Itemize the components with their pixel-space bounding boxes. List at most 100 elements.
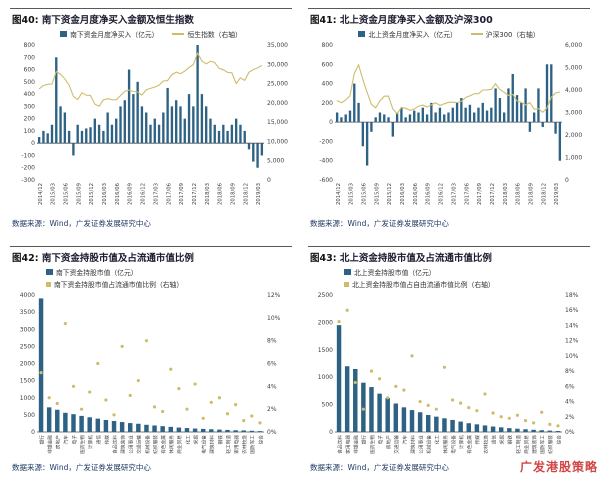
data-source: 数据来源：Wind，广发证券发展研究中心 (310, 463, 449, 472)
svg-text:汽车: 汽车 (401, 435, 408, 445)
svg-text:2014/12: 2014/12 (38, 183, 44, 205)
svg-text:采掘: 采掘 (192, 435, 199, 445)
svg-text:300: 300 (24, 103, 36, 110)
svg-text:2016/03: 2016/03 (400, 183, 406, 205)
svg-text:0: 0 (31, 140, 35, 147)
svg-text:综合: 综合 (555, 435, 562, 445)
svg-text:-400: -400 (319, 158, 333, 165)
svg-text:2,000: 2,000 (565, 132, 582, 139)
svg-text:电气设备: 电气设备 (201, 435, 208, 454)
svg-text:2015/03: 2015/03 (51, 183, 57, 205)
svg-text:机械设备: 机械设备 (426, 435, 433, 454)
svg-text:钢铁: 钢铁 (217, 435, 224, 445)
legend-item: 北上资金月度净买入（亿元） (358, 29, 457, 39)
svg-text:14%: 14% (565, 322, 579, 329)
svg-text:2015/03: 2015/03 (349, 183, 355, 205)
svg-text:2018/12: 2018/12 (541, 183, 547, 205)
svg-text:6%: 6% (565, 383, 575, 390)
svg-text:3,000: 3,000 (565, 110, 582, 117)
figure-label: 图42: (12, 253, 39, 264)
figure-title-row: 图42: 南下资金持股市值及占流通市值比例 (10, 247, 292, 265)
svg-text:有色金属: 有色金属 (466, 435, 473, 454)
svg-text:交通运输: 交通运输 (136, 435, 143, 454)
svg-text:电子: 电子 (377, 435, 384, 445)
legend-item: 南下资金持股市值占流通市值比例（右轴） (46, 279, 183, 289)
svg-text:2019/03: 2019/03 (554, 183, 560, 205)
svg-text:农林牧渔: 农林牧渔 (482, 435, 489, 454)
svg-text:2015/09: 2015/09 (76, 183, 82, 205)
svg-text:汽车: 汽车 (63, 435, 70, 445)
legend-label: 北上资金持股市值（亿元） (354, 269, 436, 277)
svg-text:机械设备: 机械设备 (144, 435, 151, 454)
chart-legend: 南下资金持股市值（亿元） 南下资金持股市值占流通市值比例（右轴） (10, 265, 292, 290)
svg-text:2000: 2000 (20, 361, 35, 368)
svg-text:轻工制造: 轻工制造 (225, 435, 232, 454)
chart-panel-fig41: 图41: 北上资金月度净买入金额及沪深300 北上资金月度净买入（亿元） 沪深30… (308, 8, 590, 232)
svg-text:2018/12: 2018/12 (243, 183, 249, 205)
svg-text:轻工制造: 轻工制造 (515, 435, 522, 454)
svg-text:建筑装饰: 建筑装饰 (531, 435, 538, 454)
svg-text:35,000: 35,000 (267, 42, 288, 49)
legend-label: 北上资金持股市值占自由流通市值比例（右轴） (352, 281, 495, 289)
svg-text:建筑材料: 建筑材料 (209, 435, 216, 454)
svg-text:国防军工: 国防军工 (539, 435, 546, 454)
svg-text:2016/03: 2016/03 (102, 183, 108, 205)
svg-text:综合: 综合 (257, 435, 264, 445)
svg-text:银行: 银行 (38, 435, 45, 445)
svg-text:6,000: 6,000 (565, 42, 582, 49)
svg-text:建筑装饰: 建筑装饰 (119, 435, 126, 454)
svg-text:计算机: 计算机 (87, 435, 94, 449)
svg-text:采掘: 采掘 (499, 435, 506, 445)
svg-text:化工: 化工 (434, 435, 441, 445)
svg-text:建筑材料: 建筑材料 (409, 435, 416, 454)
watermark: 广发港股策略 (519, 460, 598, 474)
svg-text:1000: 1000 (20, 395, 35, 402)
svg-text:-200: -200 (21, 165, 35, 172)
chart-canvas: -600 -400 -200 0 200 400 600 800 0 1,000 2,000 3,00… (319, 42, 582, 205)
svg-text:食品饮料: 食品饮料 (336, 435, 343, 454)
svg-text:食品饮料: 食品饮料 (111, 435, 118, 454)
legend-label: 南下资金持股市值（亿元） (56, 269, 138, 277)
chart-canvas: -300 -200 -100 0 100 200 300 400 500 600 700 800 0 5,… (21, 42, 288, 205)
svg-text:2%: 2% (267, 406, 277, 413)
svg-text:8%: 8% (267, 338, 277, 345)
svg-text:4,000: 4,000 (565, 87, 582, 94)
svg-text:2015/12: 2015/12 (387, 183, 393, 205)
svg-text:2017/09: 2017/09 (477, 183, 483, 205)
svg-text:25,000: 25,000 (267, 81, 288, 88)
svg-text:10%: 10% (565, 353, 579, 360)
svg-text:传媒: 传媒 (474, 435, 481, 445)
svg-text:休闲服务: 休闲服务 (168, 435, 175, 454)
svg-text:2017/09: 2017/09 (179, 183, 185, 205)
svg-text:400: 400 (322, 81, 334, 88)
svg-text:2015/09: 2015/09 (374, 183, 380, 205)
chart-canvas: 0 500 1000 1500 2000 2500 0% 2% 4% 6% 8% 10% 12% 14% 1… (318, 292, 579, 454)
svg-text:2016/09: 2016/09 (128, 183, 134, 205)
data-source: 数据来源：Wind，广发证券发展研究中心 (12, 219, 151, 228)
svg-text:钢铁: 钢铁 (507, 435, 514, 445)
svg-text:传媒: 传媒 (103, 435, 110, 445)
svg-text:2017/06: 2017/06 (464, 182, 470, 205)
svg-text:化工: 化工 (184, 435, 191, 445)
svg-text:2018/03: 2018/03 (205, 183, 211, 205)
svg-text:800: 800 (24, 42, 36, 49)
data-source: 数据来源：Wind，广发证券发展研究中心 (310, 219, 449, 228)
svg-text:2015/06: 2015/06 (63, 182, 69, 205)
svg-text:0: 0 (31, 429, 35, 436)
svg-text:2500: 2500 (318, 292, 333, 299)
svg-text:通信: 通信 (95, 435, 102, 445)
svg-text:商业贸易: 商业贸易 (523, 435, 530, 454)
svg-text:计算机: 计算机 (458, 435, 465, 449)
legend-item: 北上资金持股市值占自由流通市值比例（右轴） (344, 279, 495, 289)
figure-title: 南下资金持股市值及占流通市值比例 (41, 253, 194, 264)
svg-text:纺织服装: 纺织服装 (547, 435, 554, 454)
svg-text:6%: 6% (267, 361, 277, 368)
svg-text:0%: 0% (565, 429, 575, 436)
svg-text:-600: -600 (319, 177, 333, 184)
svg-text:15,000: 15,000 (267, 119, 288, 126)
svg-text:2018/06: 2018/06 (218, 182, 224, 205)
svg-text:2018/06: 2018/06 (516, 182, 522, 205)
svg-text:纺织服装: 纺织服装 (152, 435, 159, 454)
svg-text:500: 500 (24, 79, 36, 86)
